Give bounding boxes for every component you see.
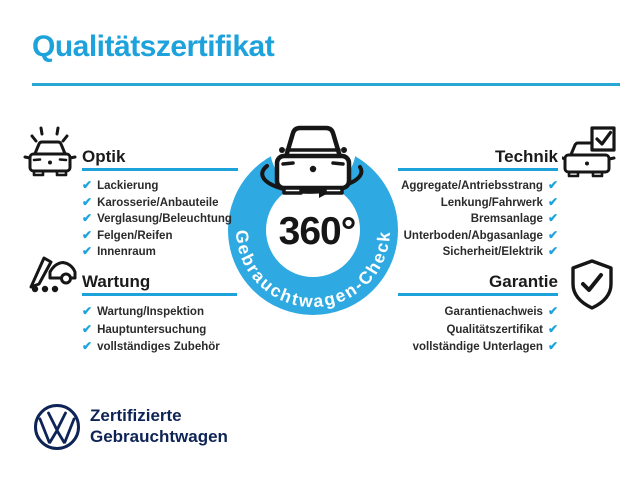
list-item: Aggregate/Antriebsstrang ✔ <box>401 178 558 192</box>
list-item: Garantienachweis ✔ <box>444 304 559 318</box>
shield-check-icon <box>571 259 613 310</box>
technik-checklist: Aggregate/Antriebsstrang ✔ Lenkung/Fahrwe… <box>401 178 558 261</box>
header-divider <box>32 83 620 86</box>
list-item: Unterboden/Abgasanlage ✔ <box>403 227 558 242</box>
check-icon: ✔ <box>547 339 558 353</box>
garantie-checklist: Garantienachweis ✔ Qualitätszertifikat ✔ v… <box>413 303 558 356</box>
list-item: ✔ Lackierung <box>82 178 159 192</box>
list-item: Qualitätszertifikat ✔ <box>446 321 558 336</box>
car-side <box>48 261 77 280</box>
sparkle <box>39 126 44 136</box>
vw-logo-icon <box>34 404 80 450</box>
check-icon: ✔ <box>82 339 93 353</box>
brand-line2: Gebrauchtwagen <box>90 427 228 446</box>
technik-divider <box>398 168 558 171</box>
list-item: ✔ vollständiges Zubehör <box>82 339 220 353</box>
list-item: vollständige Unterlagen ✔ <box>412 339 558 353</box>
section-heading-garantie: Garantie <box>489 272 558 291</box>
360-check-badge: Gebrauchtwagen-Check 360° <box>228 118 398 315</box>
check-icon: ✔ <box>82 178 93 192</box>
list-item: Lenkung/Fahrwerk ✔ <box>440 194 558 209</box>
list-item: Bremsanlage ✔ <box>470 211 558 225</box>
list-item: Sicherheit/Elektrik ✔ <box>442 244 558 258</box>
brand-wordmark: Zertifizierte Gebrauchtwagen <box>90 405 228 447</box>
section-heading-wartung: Wartung <box>82 272 151 291</box>
check-icon: ✔ <box>547 211 558 225</box>
list-item: ✔ Verglasung/Beleuchtung <box>82 211 232 225</box>
sparkle <box>30 134 38 143</box>
sparkle <box>61 134 69 143</box>
list-item: ✔ Hauptuntersuchung <box>82 321 207 336</box>
check-icon: ✔ <box>82 304 93 318</box>
optik-divider <box>82 168 238 171</box>
check-icon: ✔ <box>547 321 558 336</box>
check-icon: ✔ <box>547 227 558 242</box>
optik-checklist: ✔ Lackierung ✔ Karosserie/Anbauteile ✔ Verg… <box>82 178 232 261</box>
check-icon: ✔ <box>82 211 93 225</box>
wartung-divider <box>82 293 237 296</box>
list-item: ✔ Innenraum <box>82 244 156 258</box>
page-title: Qualitätszertifikat <box>32 30 275 63</box>
car-checkbox-icon <box>562 126 616 178</box>
check-icon: ✔ <box>547 244 558 258</box>
list-item: ✔ Felgen/Reifen <box>82 227 173 242</box>
section-heading-technik: Technik <box>495 147 558 166</box>
brand-line1: Zertifizierte <box>90 406 182 425</box>
pen <box>29 256 53 289</box>
check-icon: ✔ <box>82 194 93 209</box>
check-icon: ✔ <box>547 194 558 209</box>
shiny-car-icon <box>23 126 77 177</box>
car-top-icon <box>274 125 352 195</box>
service-pen-car-icon <box>29 256 77 293</box>
section-heading-optik: Optik <box>82 147 126 166</box>
check-icon: ✔ <box>82 244 93 258</box>
garantie-divider <box>398 293 558 296</box>
list-item: ✔ Karosserie/Anbauteile <box>82 194 219 209</box>
check-icon: ✔ <box>82 227 93 242</box>
wartung-checklist: ✔ Wartung/Inspektion ✔ Hauptuntersuchung ✔… <box>82 303 220 356</box>
sparkle <box>55 126 60 136</box>
check-icon: ✔ <box>82 321 93 336</box>
check-icon: ✔ <box>547 178 558 192</box>
check-icon: ✔ <box>547 304 558 318</box>
checkbox-check <box>595 130 613 146</box>
degree-label: 360° <box>279 210 356 253</box>
list-item: ✔ Wartung/Inspektion <box>82 304 204 318</box>
